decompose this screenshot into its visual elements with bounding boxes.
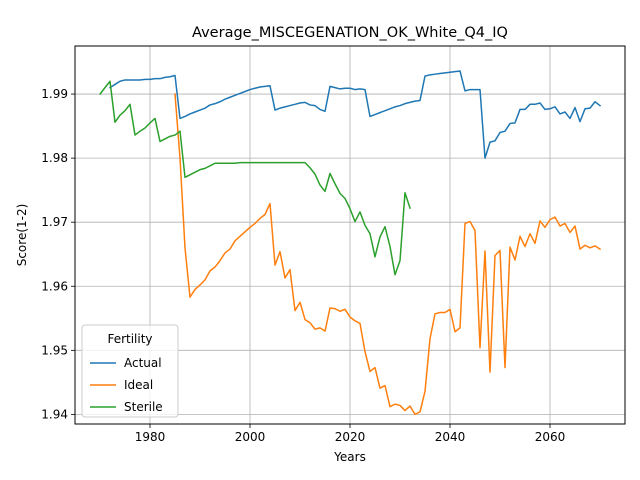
legend-label-actual: Actual <box>124 356 162 370</box>
y-tick-label: 1.98 <box>41 151 68 165</box>
y-axis: 1.94 1.95 1.96 1.97 1.98 1.99 <box>41 87 75 421</box>
x-tick-label: 2020 <box>335 430 366 444</box>
series-line-actual <box>108 70 602 159</box>
legend-title: Fertility <box>107 332 152 346</box>
series-line-ideal <box>174 93 602 416</box>
x-tick-label: 2060 <box>535 430 566 444</box>
legend-label-ideal: Ideal <box>124 378 153 392</box>
y-tick-label: 1.96 <box>41 279 68 293</box>
x-axis-label: Years <box>333 450 366 464</box>
grid-lines <box>75 46 625 424</box>
y-axis-label: Score(1-2) <box>15 204 29 267</box>
y-tick-label: 1.95 <box>41 343 68 357</box>
legend-box <box>81 324 179 418</box>
x-tick-label: 2040 <box>435 430 466 444</box>
chart-title: Average_MISCEGENATION_OK_White_Q4_IQ <box>192 25 508 41</box>
legend-label-sterile: Sterile <box>124 400 163 414</box>
series-line-sterile <box>98 80 411 276</box>
legend: Fertility Actual Ideal Sterile <box>81 324 179 418</box>
y-tick-label: 1.94 <box>41 407 68 421</box>
x-axis: 1980 2000 2020 2040 2060 <box>135 424 566 444</box>
x-tick-label: 2000 <box>235 430 266 444</box>
y-tick-label: 1.97 <box>41 215 68 229</box>
y-tick-label: 1.99 <box>41 87 68 101</box>
series-layer <box>98 70 602 416</box>
x-tick-label: 1980 <box>135 430 166 444</box>
